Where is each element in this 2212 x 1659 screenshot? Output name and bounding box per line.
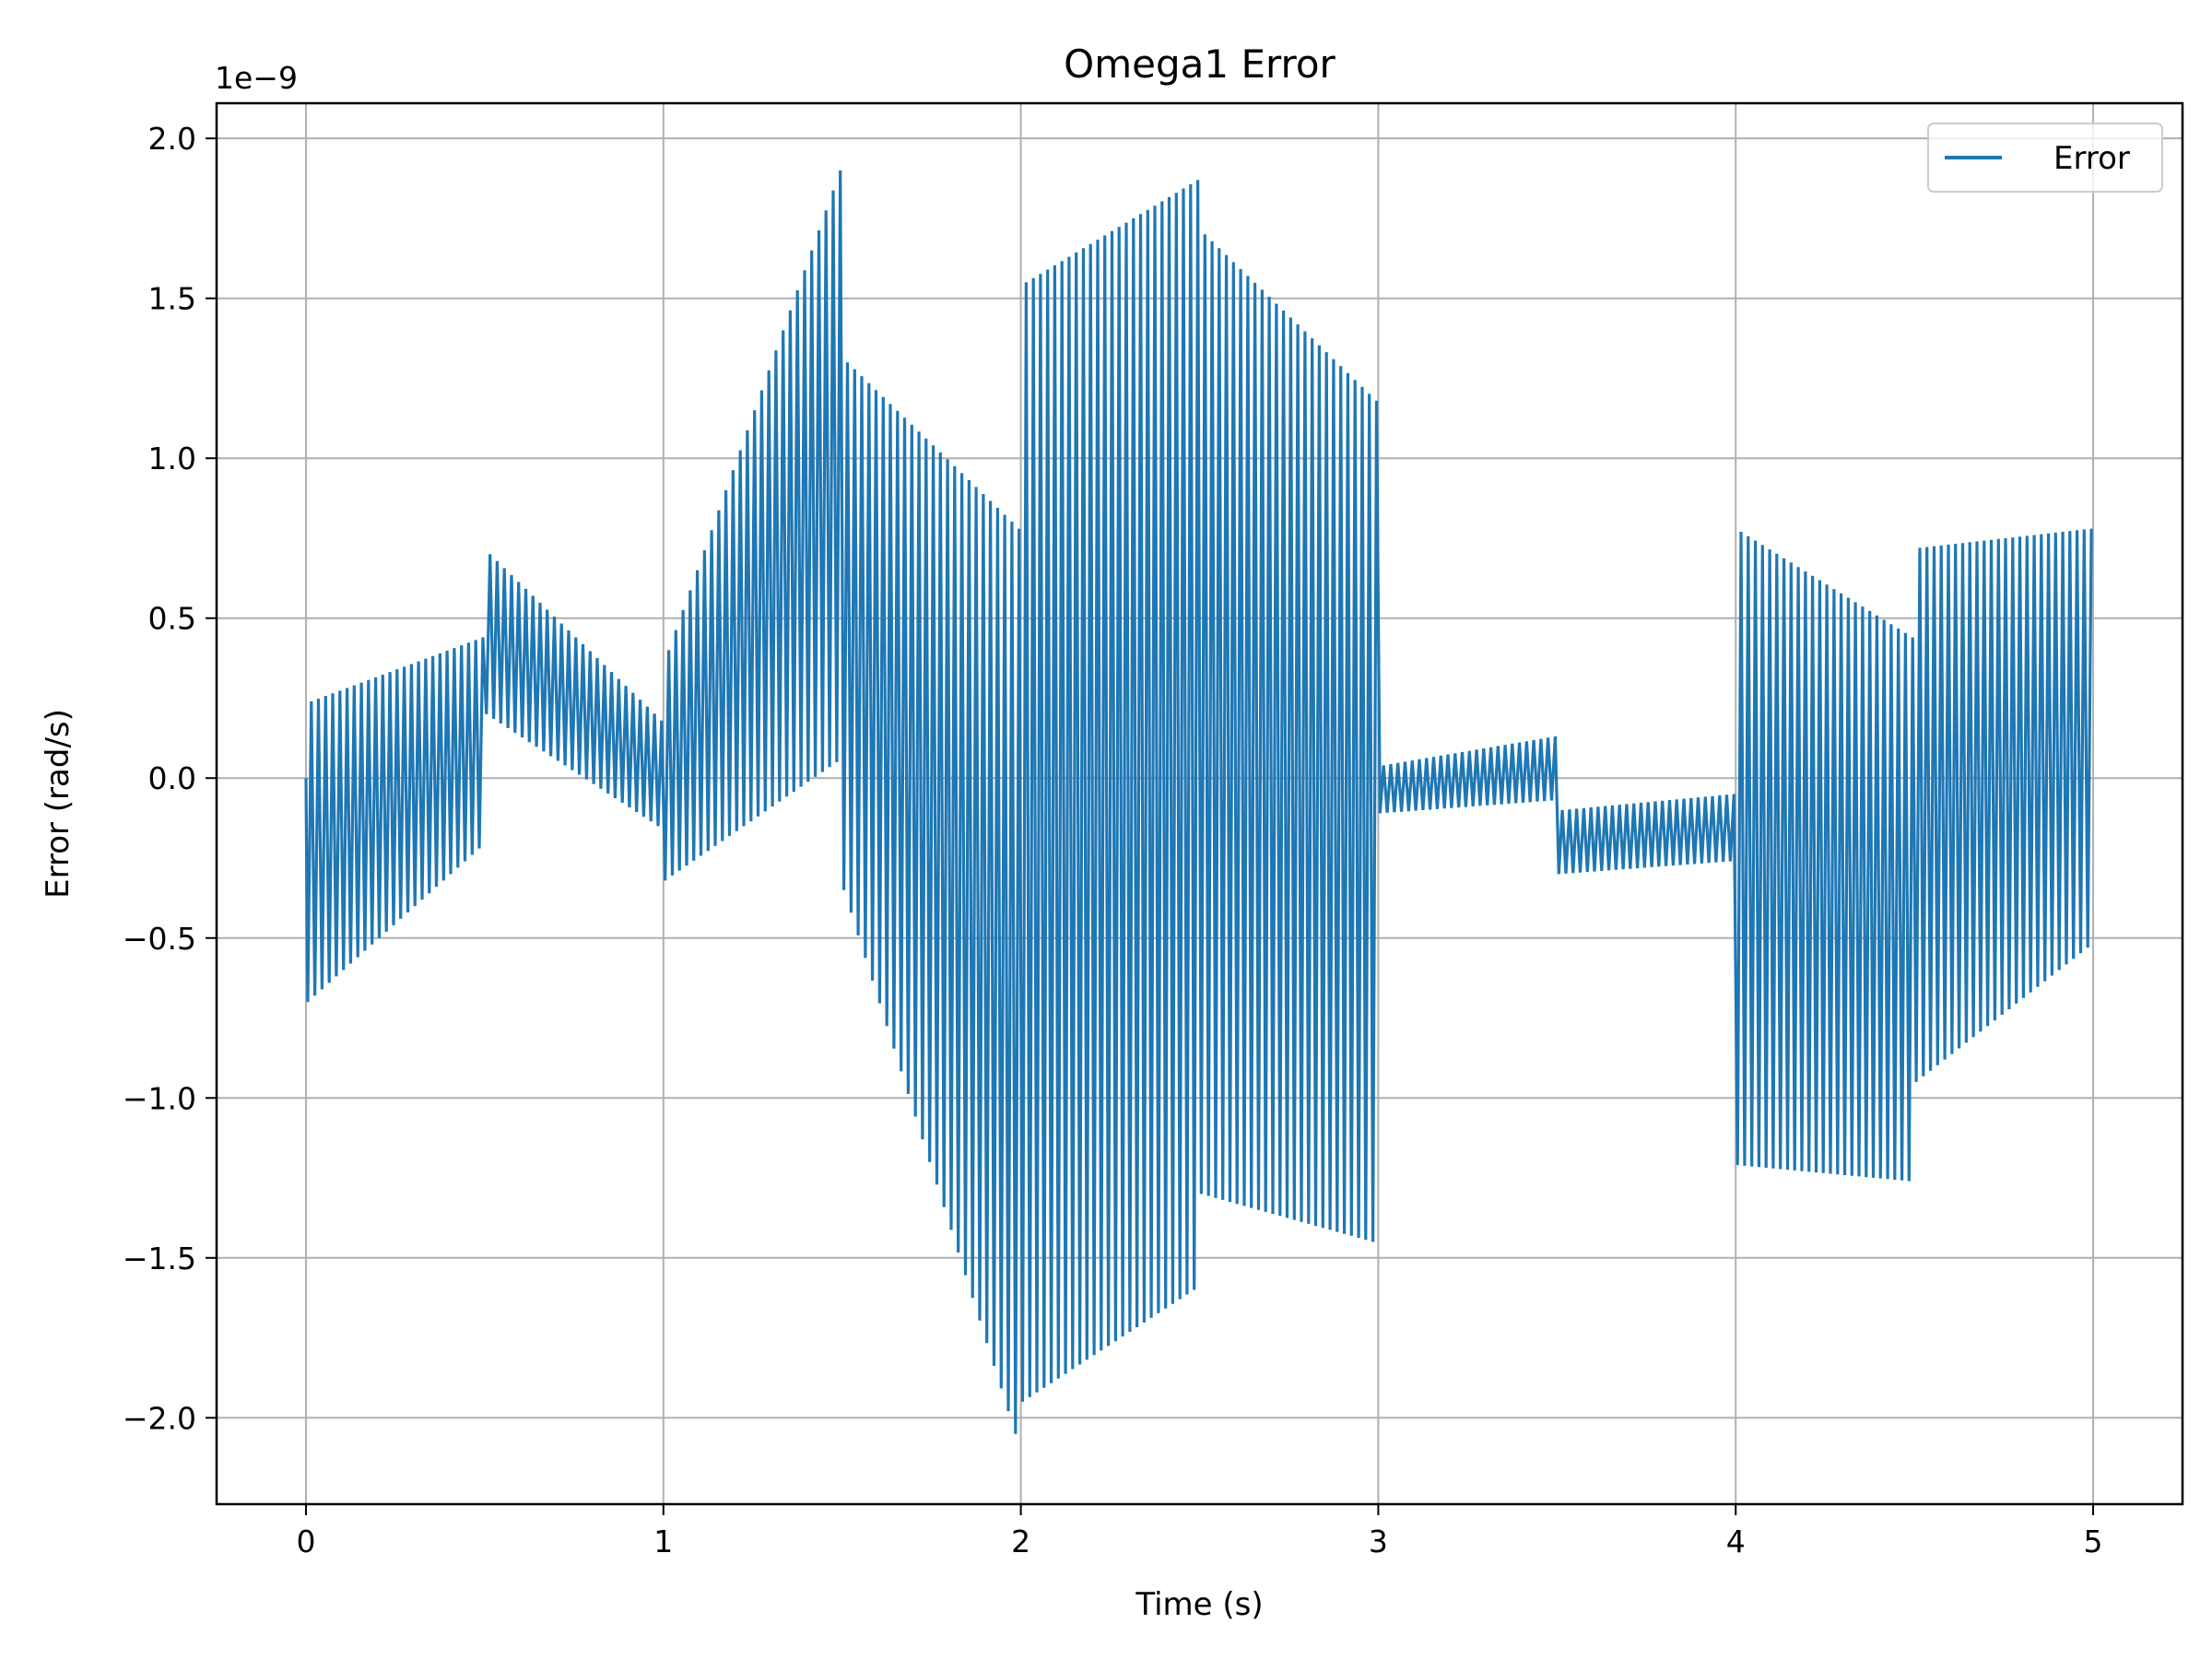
y-tick-label: 1.5 (148, 281, 196, 317)
y-tick-label: 0.0 (148, 760, 196, 796)
y-axis-offset-label: 1e−9 (215, 60, 298, 96)
chart-title: Omega1 Error (1064, 41, 1335, 87)
x-tick-label: 3 (1369, 1524, 1388, 1559)
y-tick-label: −1.0 (123, 1080, 196, 1116)
x-axis-label: Time (s) (1135, 1586, 1263, 1623)
y-tick-label: 1.0 (148, 441, 196, 477)
y-tick-label: −2.0 (123, 1400, 196, 1436)
y-tick-label: −0.5 (123, 921, 196, 957)
x-tick-label: 0 (296, 1524, 315, 1559)
y-tick-label: 0.5 (148, 601, 196, 637)
series-layer (304, 170, 2093, 1434)
y-tick-label: 2.0 (148, 121, 196, 157)
x-axis-ticks: 0 1 2 3 4 5 (296, 1504, 2103, 1559)
series-line-error (304, 170, 2093, 1434)
legend-label-error: Error (2053, 140, 2130, 177)
y-tick-label: −1.5 (123, 1241, 196, 1277)
x-tick-label: 1 (653, 1524, 673, 1559)
axes-frame (215, 101, 2184, 1506)
y-axis-ticks: −2.0 −1.5 −1.0 −0.5 0.0 0.5 1.0 1.5 2.0 (123, 121, 217, 1436)
y-axis-label: Error (rad/s) (40, 709, 76, 899)
x-tick-label: 2 (1011, 1524, 1030, 1559)
legend: Error (1927, 123, 2163, 193)
x-tick-label: 4 (1726, 1524, 1746, 1559)
x-tick-label: 5 (2084, 1524, 2103, 1559)
legend-box (1927, 123, 2163, 193)
